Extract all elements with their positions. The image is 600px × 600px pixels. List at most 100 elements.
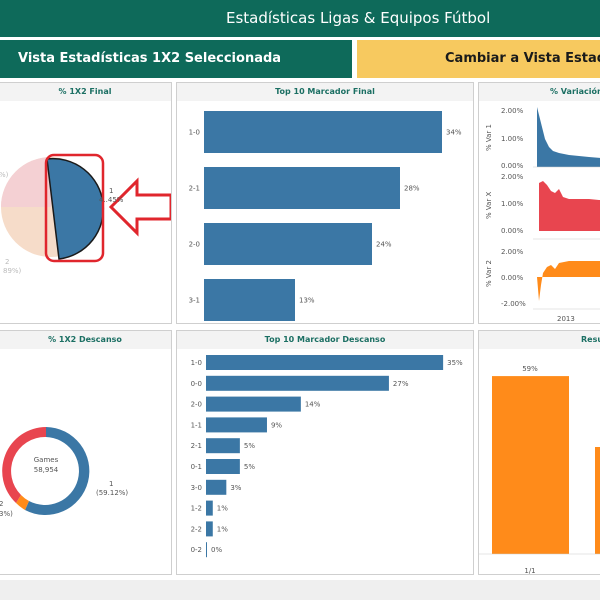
label-2: 2 <box>0 500 3 508</box>
row-label-var1: % Var 1 <box>485 124 493 151</box>
bar-value-label: 5% <box>244 463 255 471</box>
donut-slice-1[interactable] <box>25 427 90 515</box>
category-label: 2-0 <box>191 401 202 409</box>
bar-value-label: 24% <box>376 241 392 249</box>
bar-value-label: 9% <box>271 421 282 429</box>
bar-value-label: 1% <box>217 505 228 513</box>
donut-center-value: 58,954 <box>34 466 59 474</box>
panel-top10-descanso: Top 10 Marcador Descanso 1-0 35% 0-0 27% 2-0… <box>176 330 474 575</box>
bar-value-label: 1% <box>217 525 228 533</box>
bar-value-label: 34% <box>446 129 462 137</box>
tick: 2.00% <box>501 107 524 115</box>
tick: 1.00% <box>501 135 524 143</box>
panel-1x2-descanso: % 1X2 Descanso Games 58,954 1 (59.12%) 2… <box>0 330 172 575</box>
dashboard-header: Estadísticas Ligas & Equipos Fútbol <box>0 0 600 37</box>
panel-1x2-final: % 1X2 Final 1 4..45% %) 2 89%) <box>0 82 172 324</box>
category-label: 1-0 <box>191 359 202 367</box>
tick: 0.00% <box>501 162 524 170</box>
category-label: 2-2 <box>191 525 202 533</box>
row-label-varx: % Var X <box>485 191 493 219</box>
category-label: 1-1 <box>191 421 202 429</box>
panel-variacion: % Variación % Var 1 2.00% 1.00% 0.00% % … <box>478 82 600 324</box>
label-1: 1 <box>109 480 113 488</box>
tab-vista-1x2[interactable]: Vista Estadísticas 1X2 Seleccionada <box>0 40 352 78</box>
bar[interactable] <box>206 500 213 516</box>
pie-slice-2[interactable] <box>1 157 51 207</box>
bar[interactable] <box>204 279 295 321</box>
bar[interactable] <box>204 111 442 153</box>
category-label: 0-0 <box>191 380 202 388</box>
bar-value-label: 28% <box>404 185 420 193</box>
annotation-highlight-box <box>44 153 105 263</box>
pie-1x2-final: 1 4..45% %) 2 89%) <box>0 153 171 275</box>
tab-vista-1x2-label: Vista Estadísticas 1X2 Seleccionada <box>18 51 282 66</box>
panel-top10-final: Top 10 Marcador Final 1-0 34% 2-1 28% 2-0 24%… <box>176 82 474 324</box>
axis-category-label: 1/1 <box>524 567 535 575</box>
switch-view-button[interactable]: Cambiar a Vista Estadísticas <box>357 40 600 78</box>
label-1-pct: (59.12%) <box>96 489 128 497</box>
tick: 2.00% <box>501 173 524 181</box>
bar[interactable] <box>206 521 213 537</box>
bar-value-label: 14% <box>305 401 321 409</box>
category-label: 2-0 <box>189 241 200 249</box>
tick: 0.00% <box>501 274 524 282</box>
bar[interactable] <box>206 459 240 474</box>
footer-strip <box>0 580 600 600</box>
chart-resultados: 59% 1/1 <box>479 365 600 575</box>
switch-view-label: Cambiar a Vista Estadísticas <box>445 51 600 66</box>
panel-title: % Variación <box>479 83 600 101</box>
tick: 1.00% <box>501 200 524 208</box>
label-left-pct: %) <box>0 171 9 179</box>
panel-resultados: Resu 59% 1/1 <box>478 330 600 575</box>
axis-year: 2013 <box>557 315 575 323</box>
donut-1x2-descanso: Games 58,954 1 (59.12%) 2 3%) <box>0 427 128 518</box>
series-var1 <box>537 107 600 167</box>
category-label: 2-1 <box>191 442 202 450</box>
chart-top10-descanso: 1-0 35% 0-0 27% 2-0 14% 1-1 9% 2-1 5% 0-1 5% 3-0 3% 1-… <box>191 355 463 558</box>
label-2: 2 <box>5 258 9 266</box>
tick: -2.00% <box>501 300 526 308</box>
category-label: 0-1 <box>191 463 202 471</box>
bar[interactable] <box>492 376 569 554</box>
label-1: 1 <box>109 187 113 195</box>
bar[interactable] <box>206 355 444 370</box>
label-1-pct: 4..45% <box>99 196 124 204</box>
category-label: 2-1 <box>189 185 200 193</box>
bar-value-label: 59% <box>522 365 538 373</box>
view-tabs: Vista Estadísticas 1X2 Seleccionada Camb… <box>0 40 600 78</box>
row-label-var2: % Var 2 <box>485 260 493 287</box>
dashboard-title: Estadísticas Ligas & Equipos Fútbol <box>226 9 491 27</box>
category-label: 0-2 <box>191 546 202 554</box>
chart-top10-final: 1-0 34% 2-1 28% 2-0 24% 3-1 13% <box>189 111 462 321</box>
panel-title: Resu <box>479 331 600 349</box>
bar-value-label: 5% <box>244 442 255 450</box>
label-2-pct: 3%) <box>0 510 13 518</box>
category-label: 3-1 <box>189 297 200 305</box>
variacion-chart: % Var 1 2.00% 1.00% 0.00% % Var X 2.00% … <box>485 107 600 323</box>
bar-value-label: 27% <box>393 380 409 388</box>
bar[interactable] <box>206 542 207 558</box>
bar[interactable] <box>204 223 372 265</box>
bar-value-label: 3% <box>230 484 241 492</box>
tick: 0.00% <box>501 227 524 235</box>
panel-title: Top 10 Marcador Descanso <box>177 331 473 349</box>
bar[interactable] <box>206 396 301 412</box>
series-var2 <box>537 261 600 301</box>
panel-title: % 1X2 Final <box>0 83 171 101</box>
bar-value-label: 35% <box>447 359 463 367</box>
bar-value-label: 13% <box>299 297 315 305</box>
series-varx <box>539 181 600 231</box>
donut-slice-x[interactable] <box>2 427 47 503</box>
bar[interactable] <box>204 167 400 209</box>
bar[interactable] <box>206 479 227 495</box>
bar[interactable] <box>206 417 267 433</box>
bar[interactable] <box>206 438 240 454</box>
donut-slice-2[interactable] <box>16 495 29 510</box>
label-2-pct: 89%) <box>3 267 22 275</box>
tick: 2.00% <box>501 248 524 256</box>
bar-value-label: 0% <box>211 546 222 554</box>
annotation-arrow <box>108 177 171 237</box>
bar[interactable] <box>206 375 389 391</box>
bar-partial[interactable] <box>595 447 600 554</box>
panel-title: % 1X2 Descanso <box>0 331 171 349</box>
